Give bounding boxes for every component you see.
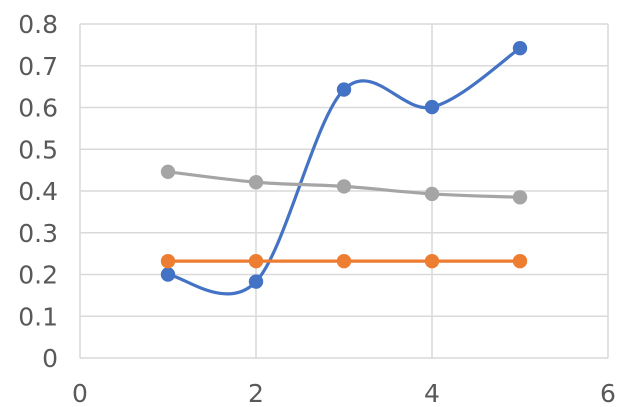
- axis-layer: [79, 24, 608, 359]
- series-1-point: [336, 82, 352, 97]
- series-2-point: [512, 253, 528, 269]
- series-3-point: [160, 164, 176, 179]
- series-1-point: [160, 267, 176, 282]
- tick-label-layer: 0 0.1 0.2 0.3 0.4 0.5 0.6 0.7 0.8 0 2 4 6: [18, 10, 616, 407]
- y-tick-label: 0.3: [18, 219, 58, 248]
- series-3-point: [248, 175, 264, 190]
- x-tick-label: 0: [72, 379, 88, 407]
- series-2-point: [248, 253, 264, 269]
- y-tick-label: 0.8: [18, 10, 58, 39]
- series-2-point: [424, 253, 440, 269]
- x-tick-label: 6: [600, 379, 616, 407]
- series-1-point: [424, 99, 440, 115]
- y-tick-label: 0.4: [18, 177, 58, 206]
- x-tick-label: 2: [248, 379, 264, 407]
- series-1-point: [248, 274, 264, 289]
- y-tick-label: 0.7: [18, 52, 58, 81]
- y-tick-label: 0.5: [18, 135, 58, 164]
- y-tick-label: 0.2: [18, 261, 58, 290]
- series-3-point: [336, 179, 352, 194]
- series-1-point: [512, 41, 528, 56]
- series-layer: [160, 41, 528, 296]
- series-2-point: [160, 253, 176, 269]
- series-3-point: [424, 186, 440, 202]
- series-2-point: [336, 253, 352, 269]
- y-tick-label: 0.1: [18, 302, 58, 331]
- y-tick-label: 0: [42, 344, 58, 373]
- y-tick-label: 0.6: [18, 94, 58, 123]
- series-3-point: [512, 190, 528, 205]
- x-tick-label: 4: [424, 379, 440, 407]
